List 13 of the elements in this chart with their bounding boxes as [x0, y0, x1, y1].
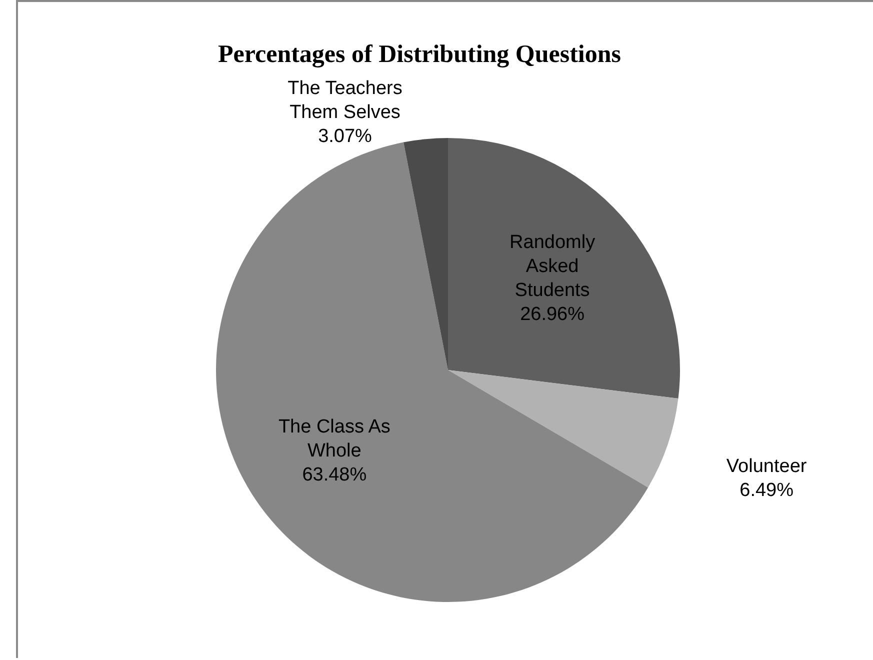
data-label: 63.48% [302, 464, 367, 486]
data-label: 3.07% [318, 126, 372, 147]
pie-slice [448, 138, 680, 398]
data-label: 26.96% [520, 304, 585, 325]
data-label: 6.49% [740, 480, 794, 502]
slice-label: The Teachers Them Selves [288, 78, 402, 123]
pie-slice [448, 370, 678, 488]
slice-label: The Class As Whole [278, 416, 390, 462]
slice-label: Volunteer [726, 456, 808, 478]
slice-label: Randomly Asked Students [510, 232, 596, 301]
chart-title: Percentages of Distributing Questions [218, 41, 622, 68]
pie-slice [216, 142, 648, 602]
pie-slice [404, 138, 448, 370]
